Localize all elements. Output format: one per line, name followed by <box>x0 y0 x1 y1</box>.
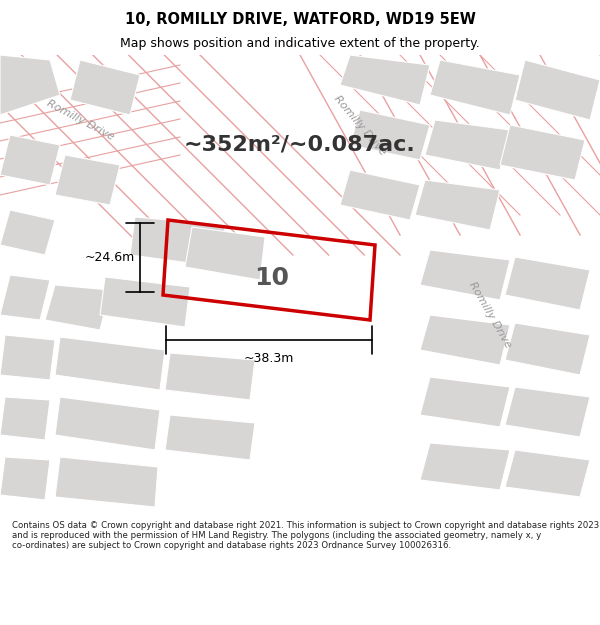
Polygon shape <box>505 450 590 497</box>
Polygon shape <box>100 277 190 327</box>
Text: Map shows position and indicative extent of the property.: Map shows position and indicative extent… <box>120 38 480 51</box>
Polygon shape <box>505 387 590 437</box>
Text: ~24.6m: ~24.6m <box>85 251 135 264</box>
Polygon shape <box>515 60 600 120</box>
Text: ~352m²/~0.087ac.: ~352m²/~0.087ac. <box>184 135 416 155</box>
Text: 10: 10 <box>254 266 290 290</box>
Polygon shape <box>0 335 55 380</box>
Polygon shape <box>430 60 520 115</box>
Polygon shape <box>350 110 430 160</box>
Polygon shape <box>420 250 510 300</box>
Polygon shape <box>425 120 510 170</box>
Polygon shape <box>165 353 255 400</box>
Polygon shape <box>340 170 420 220</box>
Polygon shape <box>0 55 60 115</box>
Polygon shape <box>0 275 50 320</box>
Polygon shape <box>55 397 160 450</box>
Polygon shape <box>0 457 50 500</box>
Text: ~38.3m: ~38.3m <box>244 352 294 365</box>
Polygon shape <box>185 227 265 280</box>
Polygon shape <box>505 323 590 375</box>
Text: Contains OS data © Crown copyright and database right 2021. This information is : Contains OS data © Crown copyright and d… <box>12 521 599 550</box>
Text: 10, ROMILLY DRIVE, WATFORD, WD19 5EW: 10, ROMILLY DRIVE, WATFORD, WD19 5EW <box>125 12 475 27</box>
Polygon shape <box>0 135 60 185</box>
Polygon shape <box>420 443 510 490</box>
Polygon shape <box>420 315 510 365</box>
Text: Romilly Drive: Romilly Drive <box>332 93 388 157</box>
Polygon shape <box>415 180 500 230</box>
Text: Romilly Drive: Romilly Drive <box>44 98 115 142</box>
Polygon shape <box>55 337 165 390</box>
Text: Romilly Drive: Romilly Drive <box>467 280 513 350</box>
Polygon shape <box>420 377 510 427</box>
Polygon shape <box>0 397 50 440</box>
Polygon shape <box>45 285 110 330</box>
Polygon shape <box>0 210 55 255</box>
Polygon shape <box>55 457 158 507</box>
Polygon shape <box>165 415 255 460</box>
Polygon shape <box>130 217 225 267</box>
Polygon shape <box>70 60 140 115</box>
Polygon shape <box>500 125 585 180</box>
Polygon shape <box>505 257 590 310</box>
Polygon shape <box>340 55 430 105</box>
Polygon shape <box>55 155 120 205</box>
